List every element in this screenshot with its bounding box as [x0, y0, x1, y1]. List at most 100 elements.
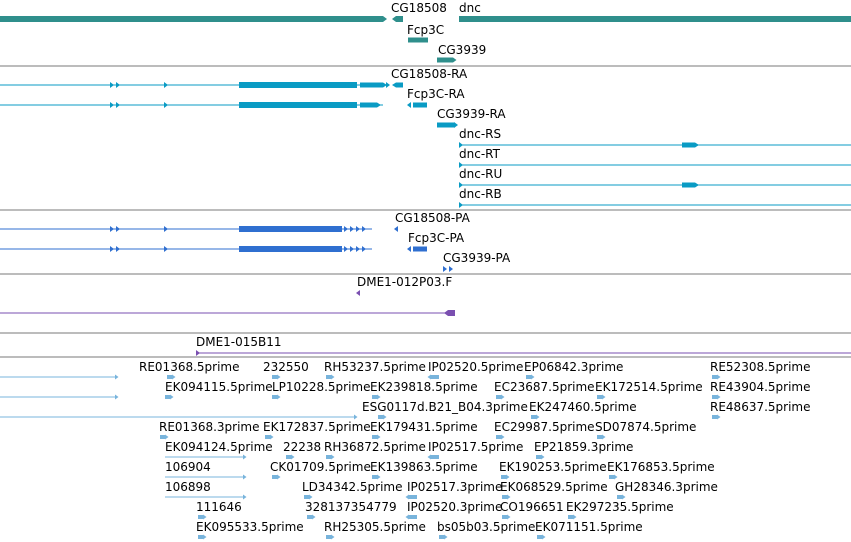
est-block[interactable] [712, 415, 717, 419]
feature-label: RH53237.5prime [324, 360, 426, 374]
est-block[interactable] [537, 535, 542, 539]
est-block[interactable] [372, 475, 377, 479]
feature-label: EK095533.5prime [196, 520, 304, 534]
feature-label: IP02520.5prime [428, 360, 523, 374]
est-block[interactable] [712, 395, 717, 399]
est-block[interactable] [439, 535, 444, 539]
strand-arrow-icon [383, 414, 387, 420]
est-block[interactable] [378, 415, 383, 419]
est-block[interactable] [502, 495, 507, 499]
strand-arrow-icon [116, 82, 120, 88]
est-block[interactable] [198, 515, 203, 519]
est-block[interactable] [372, 395, 377, 399]
exon-block[interactable] [413, 246, 427, 252]
est-block[interactable] [409, 515, 417, 519]
feature-label: EK297235.5prime [566, 500, 674, 514]
feature-label: 106904 [165, 460, 211, 474]
est-block[interactable] [272, 375, 277, 379]
feature-label: EC23687.5prime [494, 380, 595, 394]
feature-label: RE52308.5prime [710, 360, 811, 374]
est-block[interactable] [502, 515, 507, 519]
exon-block[interactable] [239, 102, 357, 108]
est-block[interactable] [431, 375, 439, 379]
strand-arrow-icon [203, 514, 207, 520]
est-block[interactable] [198, 535, 203, 539]
est-block[interactable] [712, 375, 717, 379]
feature-label: DME1-012P03.F [357, 275, 452, 289]
feature-label: CG18508-PA [395, 211, 471, 225]
exon-block[interactable] [239, 226, 342, 232]
est-block[interactable] [536, 455, 541, 459]
est-block[interactable] [265, 435, 270, 439]
strand-arrow-icon [501, 394, 505, 400]
feature-label: LP10228.5prime [272, 380, 371, 394]
est-block[interactable] [409, 495, 417, 499]
est-block[interactable] [165, 395, 170, 399]
exon-block[interactable] [0, 16, 387, 22]
est-block[interactable] [326, 455, 331, 459]
exon-block[interactable] [392, 82, 403, 88]
est-block[interactable] [501, 475, 506, 479]
est-block[interactable] [307, 515, 312, 519]
est-block[interactable] [160, 435, 165, 439]
strand-arrow-icon [356, 246, 360, 252]
strand-arrow-icon [116, 102, 120, 108]
exon-block[interactable] [360, 82, 387, 88]
feature-label: EP21859.3prime [534, 440, 633, 454]
est-block[interactable] [272, 395, 277, 399]
strand-arrow-icon [459, 162, 463, 168]
strand-arrow-icon [110, 246, 114, 252]
est-block[interactable] [304, 495, 309, 499]
exon-block[interactable] [444, 310, 455, 316]
est-block[interactable] [372, 435, 377, 439]
feature-label: bs05b03.5prime [437, 520, 535, 534]
est-block[interactable] [431, 455, 439, 459]
est-block[interactable] [609, 475, 614, 479]
strand-arrow-icon [542, 534, 546, 540]
est-block[interactable] [167, 375, 172, 379]
exon-block[interactable] [360, 102, 381, 108]
strand-arrow-icon [717, 414, 721, 420]
est-block[interactable] [326, 535, 331, 539]
est-block[interactable] [597, 435, 602, 439]
feature-label: IP02517.3prime [407, 480, 502, 494]
exon-block[interactable] [437, 122, 454, 128]
exon-block[interactable] [392, 16, 403, 22]
strand-arrow-icon [164, 102, 168, 108]
strand-arrow-icon [541, 454, 545, 460]
strand-arrow-icon [116, 226, 120, 232]
feature-label: EK172837.5prime [263, 420, 371, 434]
feature-label: EK247460.5prime [529, 400, 637, 414]
est-block[interactable] [496, 395, 501, 399]
strand-arrow-icon [243, 494, 247, 500]
est-block[interactable] [496, 435, 501, 439]
strand-arrow-icon [531, 374, 535, 380]
est-block[interactable] [597, 395, 602, 399]
feature-label: CG18508-RA [391, 67, 468, 81]
exon-block[interactable] [413, 102, 427, 108]
feature-label: EK068529.5prime [500, 480, 608, 494]
exon-block[interactable] [239, 82, 357, 88]
strand-arrow-icon [115, 394, 119, 400]
feature-label: ESG0117d.B21_B04.3prime [362, 400, 528, 414]
est-block[interactable] [526, 375, 531, 379]
feature-label: Fcp3C-PA [408, 231, 465, 245]
strand-arrow-icon [342, 102, 346, 108]
est-block[interactable] [568, 515, 573, 519]
est-block[interactable] [617, 495, 622, 499]
strand-arrow-icon [342, 82, 346, 88]
feature-label: RE01368.5prime [139, 360, 240, 374]
est-block[interactable] [286, 455, 291, 459]
gene-block[interactable] [408, 37, 428, 43]
est-block[interactable] [326, 375, 331, 379]
exon-block[interactable] [239, 246, 342, 252]
exon-block[interactable] [682, 142, 699, 148]
feature-label: EK139863.5prime [370, 460, 478, 474]
est-block[interactable] [272, 475, 277, 479]
exon-block[interactable] [682, 182, 699, 188]
gene-block[interactable] [437, 57, 453, 63]
gene-block[interactable] [459, 16, 851, 22]
est-block[interactable] [531, 415, 536, 419]
strand-arrow-icon [377, 394, 381, 400]
